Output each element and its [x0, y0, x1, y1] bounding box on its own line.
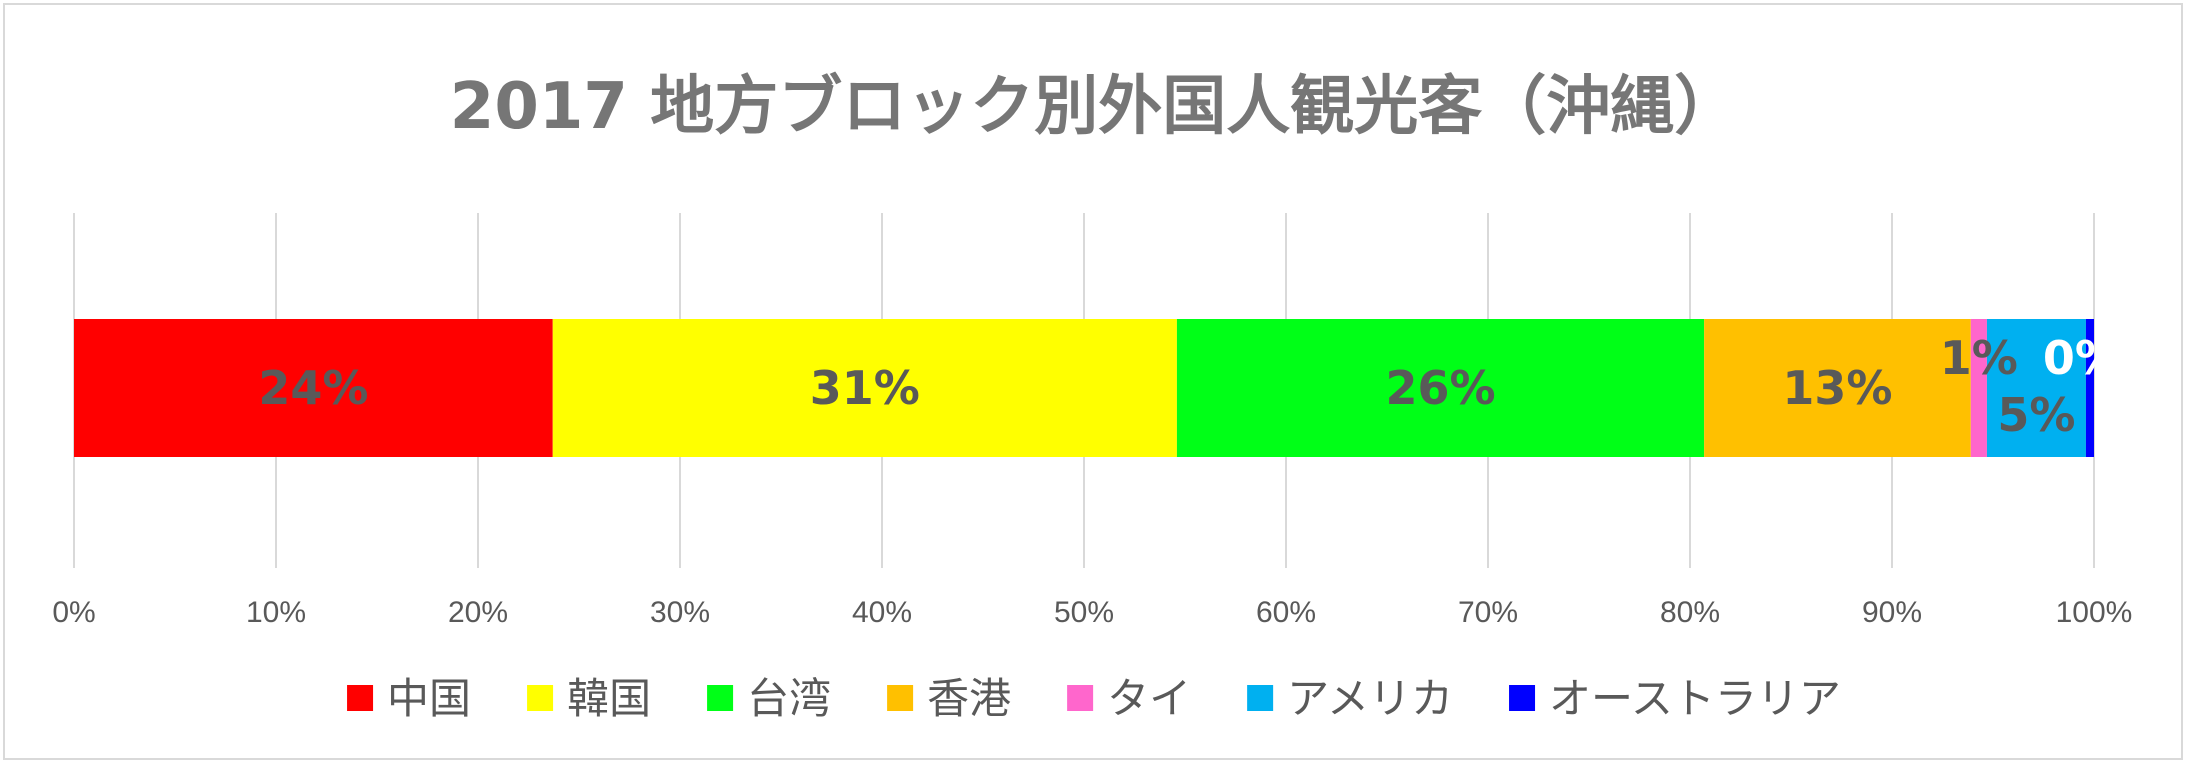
bar-segment-4 — [1970, 319, 1987, 457]
data-label-4: 1% — [1940, 331, 2018, 385]
x-axis-ticks: 0% 10% 20% 30% 40% 50% 60% 70% 80% 90% 100% — [52, 596, 2132, 629]
data-labels: 24% 31% 26% 13% 1%5%0% — [258, 331, 2121, 442]
data-label-0: 24% — [258, 361, 368, 415]
x-tick-label: 20% — [448, 596, 508, 629]
data-label-6: 0% — [2043, 331, 2121, 385]
legend-label-5: アメリカ — [1287, 674, 1453, 723]
x-tick-label: 60% — [1256, 596, 1316, 629]
legend-label-4: タイ — [1107, 674, 1191, 723]
legend-label-0: 中国 — [387, 674, 471, 723]
x-tick-label: 0% — [52, 596, 95, 629]
x-tick-label: 40% — [852, 596, 912, 629]
legend: 中国 韓国 台湾 香港 タイ アメリカ オーストラリア — [347, 674, 1841, 723]
data-label-1: 31% — [810, 361, 920, 415]
legend-swatch-2 — [707, 685, 734, 711]
bar-segment-6 — [2085, 319, 2094, 457]
bar-segment-2 — [1176, 319, 1705, 457]
legend-label-6: オーストラリア — [1549, 674, 1841, 723]
legend-swatch-1 — [527, 685, 554, 711]
legend-swatch-3 — [887, 685, 914, 711]
x-tick-label: 10% — [246, 596, 306, 629]
legend-swatch-4 — [1067, 685, 1094, 711]
legend-swatch-5 — [1247, 685, 1274, 711]
legend-label-3: 香港 — [927, 674, 1011, 723]
x-tick-label: 30% — [650, 596, 710, 629]
x-tick-label: 50% — [1054, 596, 1114, 629]
x-tick-label: 70% — [1458, 596, 1518, 629]
data-label-2: 26% — [1385, 361, 1495, 415]
chart-title: 2017 地方ブロック別外国人観光客（沖縄） — [450, 70, 1738, 144]
x-tick-label: 90% — [1862, 596, 1922, 629]
data-label-5: 5% — [1997, 388, 2075, 442]
legend-label-1: 韓国 — [567, 674, 651, 723]
legend-swatch-0 — [347, 685, 374, 711]
data-label-3: 13% — [1782, 361, 1892, 415]
bar-segment-5 — [1986, 319, 2086, 457]
bar-segment-0 — [74, 319, 553, 457]
x-tick-label: 100% — [2056, 596, 2133, 629]
x-tick-label: 80% — [1660, 596, 1720, 629]
legend-label-2: 台湾 — [747, 674, 831, 723]
stacked-bar — [74, 319, 2094, 457]
bar-segment-1 — [552, 319, 1177, 457]
bar-segment-3 — [1704, 319, 1971, 457]
legend-swatch-6 — [1509, 685, 1536, 711]
